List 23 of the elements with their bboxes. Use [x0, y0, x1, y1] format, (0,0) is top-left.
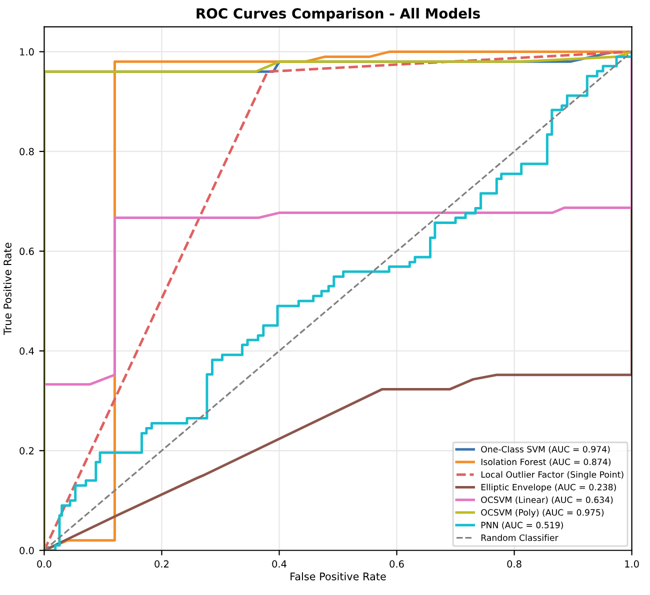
legend-label: Local Outlier Factor (Single Point) [481, 471, 624, 480]
x-axis-title: False Positive Rate [290, 572, 386, 580]
y-tick-label: 0.0 [20, 546, 34, 554]
y-tick-label: 0.6 [20, 248, 34, 256]
chart-title: ROC Curves Comparison - All Models [196, 8, 480, 22]
legend-label: PNN (AUC = 0.519) [481, 522, 563, 530]
x-tick-label: 0.8 [507, 560, 522, 568]
y-axis-title: True Positive Rate [3, 242, 12, 335]
legend-label: Elliptic Envelope (AUC = 0.238) [481, 484, 616, 492]
y-tick-label: 1.0 [20, 48, 34, 56]
legend-label: One-Class SVM (AUC = 0.974) [481, 446, 610, 454]
y-tick-label: 0.8 [20, 148, 34, 156]
x-tick-label: 0.2 [154, 560, 168, 568]
legend-label: OCSVM (Linear) (AUC = 0.634) [481, 496, 613, 504]
x-tick-label: 1.0 [625, 560, 639, 568]
x-tick-label: 0.0 [37, 560, 52, 568]
x-tick-label: 0.6 [390, 560, 404, 568]
x-tick-label: 0.4 [272, 560, 286, 568]
legend-label: Random Classifier [481, 534, 558, 541]
y-tick-label: 0.4 [20, 347, 34, 355]
y-tick-label: 0.2 [20, 447, 34, 454]
legend-label: OCSVM (Poly) (AUC = 0.975) [481, 509, 604, 518]
legend-label: Isolation Forest (AUC = 0.874) [481, 458, 610, 466]
